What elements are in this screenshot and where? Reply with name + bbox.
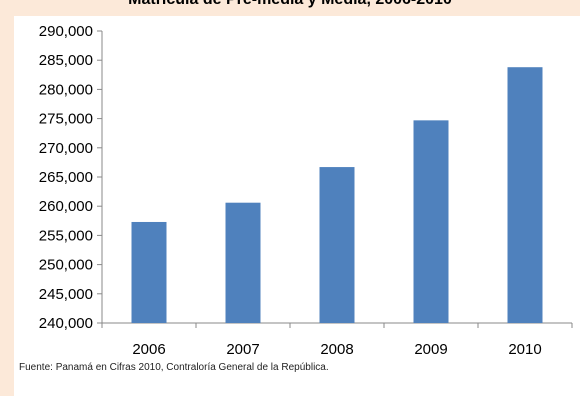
y-tick-label: 260,000 bbox=[39, 198, 93, 215]
y-tick-label: 285,000 bbox=[39, 52, 93, 69]
y-tick-label: 265,000 bbox=[39, 169, 93, 186]
y-tick-label: 255,000 bbox=[39, 227, 93, 244]
bar-2009 bbox=[413, 120, 449, 324]
x-tick-label: 2010 bbox=[508, 341, 541, 358]
y-tick-label: 280,000 bbox=[39, 81, 93, 98]
chart-panel bbox=[14, 16, 580, 396]
y-tick-label: 250,000 bbox=[39, 257, 93, 274]
y-tick-label: 245,000 bbox=[39, 286, 93, 303]
x-tick-label: 2006 bbox=[132, 341, 165, 358]
y-tick-label: 240,000 bbox=[39, 315, 93, 332]
y-tick-label: 290,000 bbox=[39, 23, 93, 40]
bar-2007 bbox=[225, 202, 261, 323]
y-tick-label: 270,000 bbox=[39, 140, 93, 157]
x-tick-label: 2008 bbox=[320, 341, 353, 358]
bar-2010 bbox=[507, 67, 543, 323]
bar-2008 bbox=[319, 167, 355, 323]
x-tick-label: 2009 bbox=[414, 341, 447, 358]
chart-title: Matrícula de Pre-media y Media, 2006-201… bbox=[0, 0, 580, 9]
y-tick-label: 275,000 bbox=[39, 111, 93, 128]
bar-2006 bbox=[131, 221, 167, 323]
x-tick-label: 2007 bbox=[226, 341, 259, 358]
source-note: Fuente: Panamá en Cifras 2010, Contralor… bbox=[19, 362, 329, 373]
